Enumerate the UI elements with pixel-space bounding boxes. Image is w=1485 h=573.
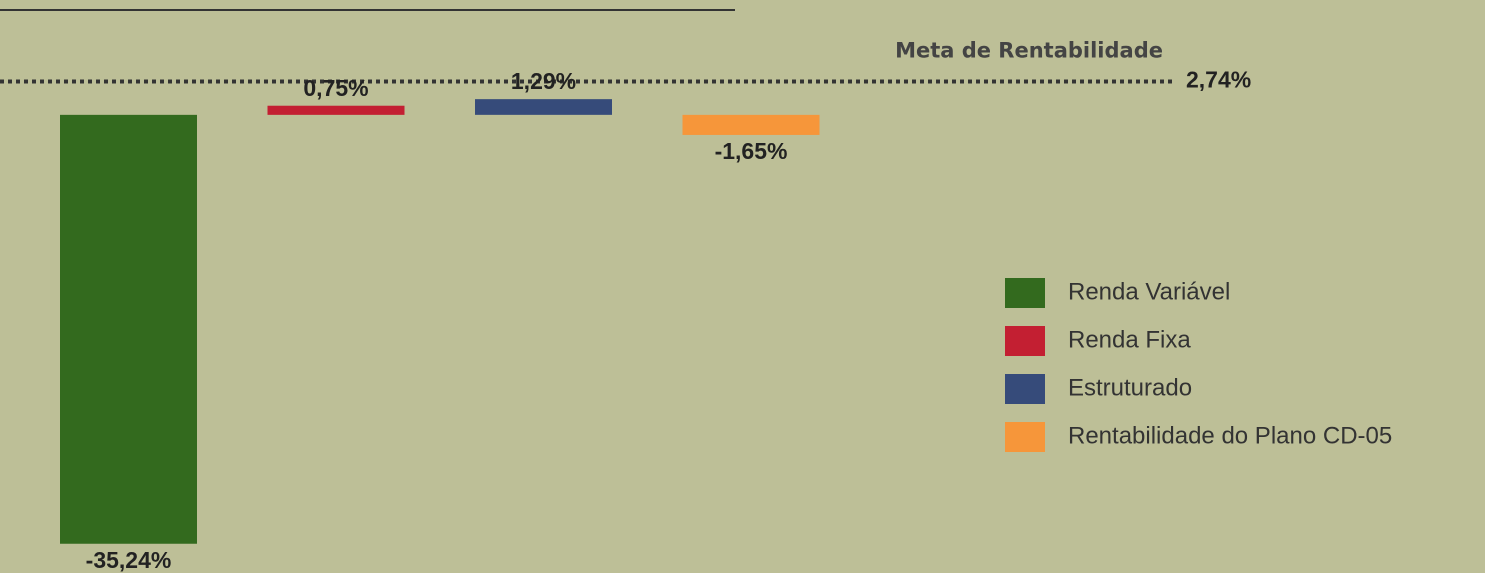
- legend-swatch: [1005, 278, 1045, 308]
- target-value-label: 2,74%: [1186, 67, 1251, 93]
- value-label: -1,65%: [715, 138, 788, 164]
- legend-swatch: [1005, 374, 1045, 404]
- bar: [60, 114, 197, 544]
- legend-label: Rentabilidade do Plano CD-05: [1068, 422, 1392, 449]
- bar: [682, 114, 820, 135]
- legend-label: Renda Variável: [1068, 278, 1230, 305]
- legend-swatch: [1005, 422, 1045, 452]
- target-label: Meta de Rentabilidade: [895, 39, 1163, 63]
- legend-label: Estruturado: [1068, 374, 1192, 401]
- legend-swatch: [1005, 326, 1045, 356]
- value-label: -35,24%: [86, 547, 172, 573]
- bar: [267, 105, 405, 115]
- bar: [475, 99, 612, 115]
- legend-label: Renda Fixa: [1068, 326, 1191, 353]
- value-label: 0,75%: [303, 75, 368, 101]
- value-label: 1,29%: [511, 68, 576, 94]
